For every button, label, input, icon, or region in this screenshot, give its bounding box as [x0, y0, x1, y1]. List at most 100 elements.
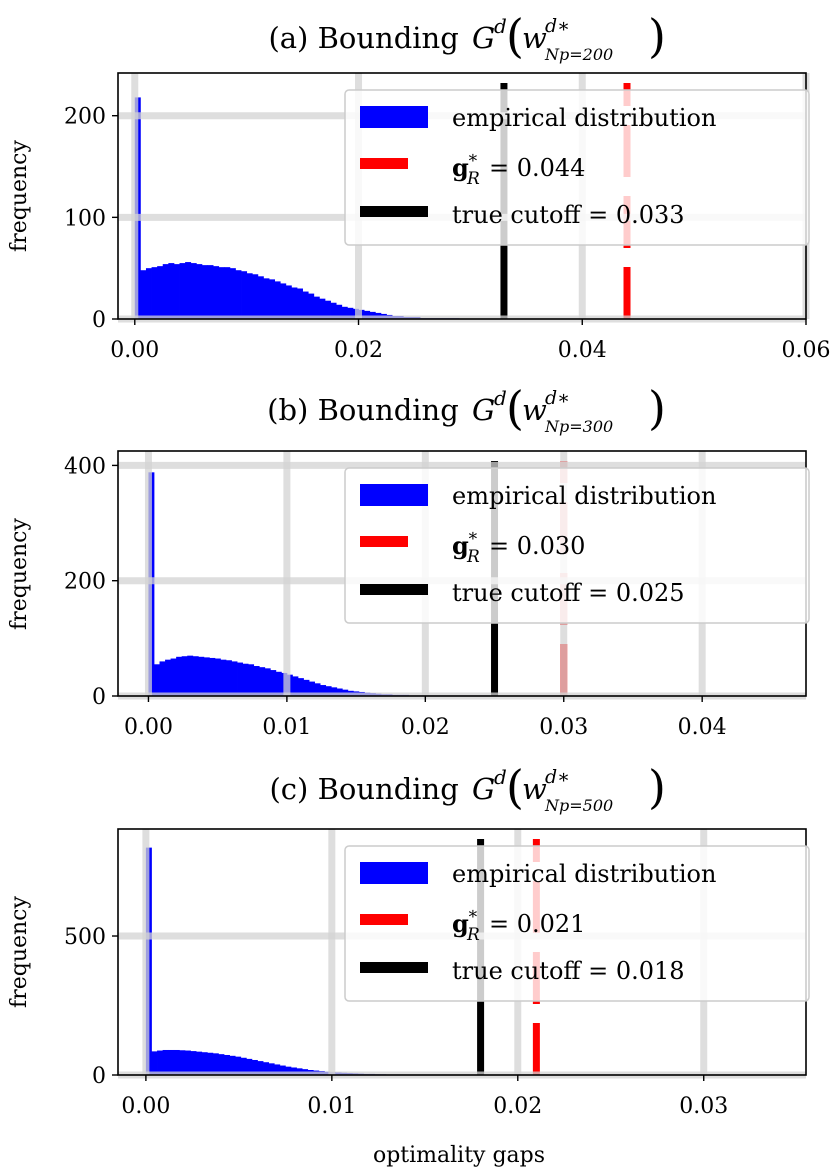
histogram-bar	[229, 1055, 236, 1075]
y-tick-label: 0	[92, 1064, 106, 1089]
histogram-bar	[292, 676, 299, 696]
legend-swatch-empirical	[360, 862, 428, 884]
histogram-bar	[240, 1057, 247, 1075]
histogram-bar	[296, 288, 303, 319]
legend-label-gR: g ∗ R = 0.044	[452, 148, 585, 189]
panel-b-x-ticks: 0.00 0.01 0.02 0.03 0.04	[124, 696, 727, 740]
histogram-bar	[203, 657, 210, 696]
histogram-bar	[336, 304, 343, 319]
histogram-bar	[196, 1051, 203, 1075]
histogram-bar	[173, 1049, 180, 1075]
x-tick-label: 0.02	[334, 338, 383, 363]
svg-text:): )	[648, 381, 666, 435]
histogram-bar	[341, 306, 348, 319]
histogram-bar	[235, 1056, 242, 1075]
histogram-bar	[198, 656, 205, 696]
legend-swatch-gR	[360, 158, 408, 169]
legend-label-empirical: empirical distribution	[452, 482, 716, 510]
svg-text:g: g	[452, 531, 469, 560]
histogram-bar	[165, 659, 172, 696]
histogram-bar	[274, 281, 281, 319]
histogram-bar	[246, 1058, 253, 1075]
histogram-bar	[162, 1049, 169, 1075]
panel-b-title-math: G d ( w d∗ Np=300 )	[472, 381, 666, 436]
histogram-bar	[313, 296, 320, 319]
svg-text:G: G	[472, 21, 495, 55]
y-tick-label: 500	[64, 925, 106, 950]
histogram-bar	[242, 663, 249, 696]
histogram-bar	[251, 1059, 258, 1075]
y-tick-label: 400	[64, 454, 106, 479]
histogram-bar	[319, 298, 326, 319]
panel-c: (c) Bounding G d ( w d∗ Np=500 ) frequen…	[7, 760, 810, 1168]
histogram-bar	[263, 278, 270, 319]
panel-c-ylabel: frequency	[7, 895, 32, 1007]
histogram-bar	[252, 274, 259, 319]
legend-swatch-gR	[360, 914, 408, 925]
histogram-bar	[269, 279, 276, 319]
x-tick-label: 0.00	[110, 338, 159, 363]
svg-text:= 0.021: = 0.021	[489, 910, 585, 938]
histogram-bar	[246, 273, 253, 319]
legend-label-empirical: empirical distribution	[452, 104, 716, 132]
histogram-bar	[324, 300, 331, 319]
histogram-bar	[253, 666, 260, 696]
svg-text:R: R	[466, 547, 480, 567]
panel-c-title-subscript: Np=500	[544, 796, 613, 815]
panel-b-legend: empirical distribution g ∗ R = 0.030 tru…	[344, 467, 810, 624]
histogram-bar	[176, 656, 183, 696]
histogram-bar	[145, 268, 152, 319]
svg-text:w: w	[522, 21, 547, 55]
svg-text:d∗: d∗	[545, 766, 570, 788]
histogram-bar	[153, 664, 160, 696]
legend-label-cutoff: true cutoff = 0.018	[452, 957, 685, 985]
histogram-bar	[297, 678, 304, 696]
histogram-bar	[162, 264, 169, 319]
histogram-bar	[336, 688, 343, 696]
panel-b-ylabel: frequency	[7, 517, 32, 629]
x-tick-label: 0.01	[262, 715, 311, 740]
panel-b-y-ticks: 0 200 400	[64, 454, 118, 710]
histogram-bar	[190, 263, 197, 319]
histogram-bar	[274, 1064, 281, 1075]
svg-text:d: d	[494, 386, 507, 410]
histogram-bar	[224, 267, 231, 319]
histogram-bar	[181, 656, 188, 696]
svg-text:g: g	[452, 909, 469, 938]
panel-a-ylabel: frequency	[7, 139, 32, 251]
histogram-bar	[179, 263, 186, 319]
svg-text:): )	[648, 9, 666, 63]
histogram-bar	[140, 270, 147, 319]
panel-c-xlabel: optimality gaps	[373, 1143, 545, 1168]
histogram-bar	[225, 660, 232, 696]
histogram-bar	[168, 263, 175, 319]
histogram-bar	[280, 283, 287, 319]
histogram-bar	[207, 265, 214, 319]
histogram-bar	[190, 1051, 197, 1075]
histogram-bar	[275, 671, 282, 696]
y-tick-label: 0	[92, 308, 106, 333]
histogram-bar	[218, 1054, 225, 1075]
histogram-bar	[364, 310, 371, 319]
legend-swatch-cutoff	[360, 584, 428, 595]
x-tick-label: 0.00	[124, 715, 173, 740]
histogram-bar	[257, 1061, 264, 1075]
panel-c-legend: empirical distribution g ∗ R = 0.021 tru…	[344, 845, 810, 1002]
panel-c-title: (c) Bounding	[269, 772, 468, 806]
histogram-bar	[325, 686, 332, 696]
svg-text:∗: ∗	[467, 904, 479, 924]
histogram-bar	[268, 1063, 275, 1075]
histogram-bar	[302, 291, 309, 319]
histogram-bar	[303, 679, 310, 696]
histogram-bar	[151, 1051, 158, 1075]
histogram-bar	[241, 271, 248, 319]
histogram-bar	[179, 1050, 186, 1075]
histogram-bar	[229, 268, 236, 319]
legend-swatch-empirical	[360, 106, 428, 128]
histogram-bar	[248, 664, 255, 696]
histogram-bar	[231, 661, 238, 696]
panel-b-title: (b) Bounding	[267, 393, 468, 427]
histogram-bar	[330, 302, 337, 319]
x-tick-label: 0.03	[539, 715, 588, 740]
